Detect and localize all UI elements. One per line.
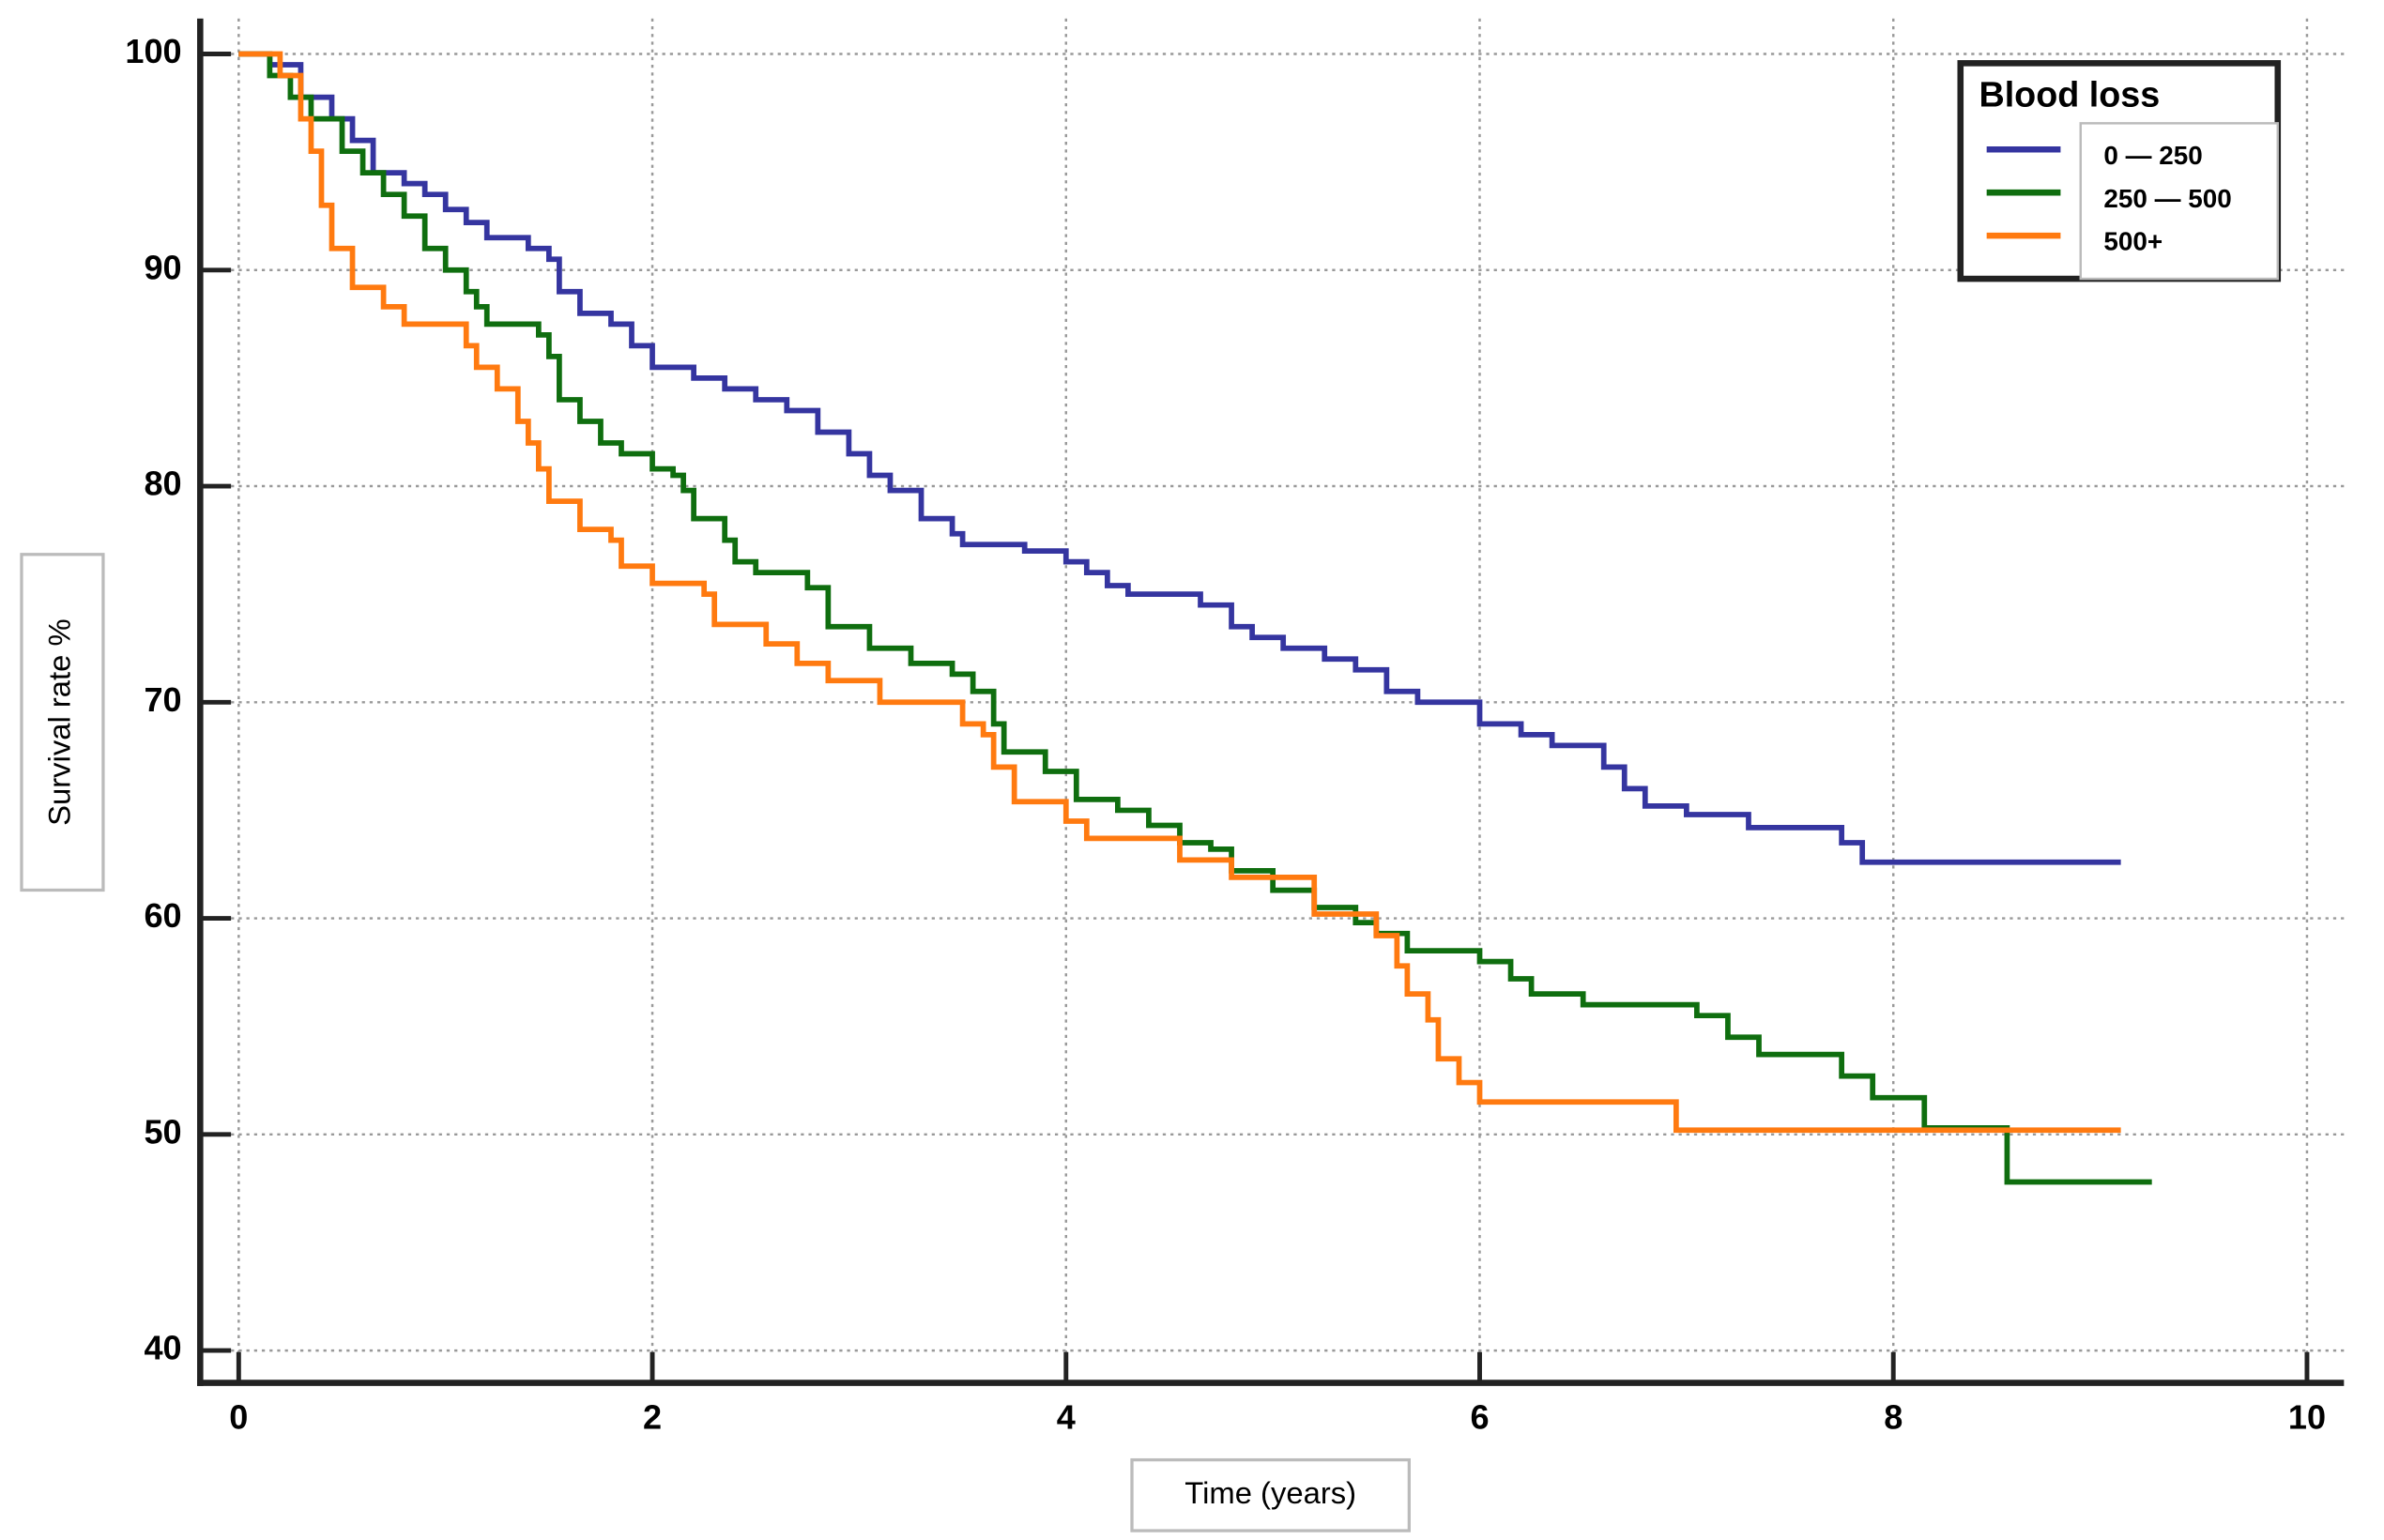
x-tick-label: 4: [1057, 1397, 1076, 1436]
y-tick-label: 100: [125, 32, 181, 70]
survival-line: [238, 51, 2121, 1134]
survival-line: [238, 51, 2152, 1185]
y-label-box: [20, 553, 105, 892]
x-tick-label: 6: [1470, 1397, 1489, 1436]
plot-area: [200, 18, 2345, 1383]
y-tick-label: 60: [144, 896, 181, 935]
y-tick-label: 70: [144, 680, 181, 719]
legend: Blood loss: [1957, 60, 2282, 282]
x-tick-label: 10: [2288, 1397, 2326, 1436]
legend-label: 500+: [2103, 227, 2162, 256]
legend-inner-box: [2079, 122, 2280, 281]
y-tick-label: 40: [144, 1329, 181, 1367]
x-tick-label: 2: [643, 1397, 662, 1436]
survival-line: [238, 51, 2121, 865]
legend-label: 250 — 500: [2103, 184, 2231, 213]
x-axis-label: Time (years): [1184, 1475, 1356, 1510]
x-tick-label: 8: [1884, 1397, 1903, 1436]
y-tick-label: 90: [144, 248, 181, 286]
x-tick-label: 0: [229, 1397, 248, 1436]
legend-label: 0 — 250: [2103, 141, 2202, 170]
y-tick-label: 80: [144, 465, 181, 503]
y-tick-label: 50: [144, 1112, 181, 1151]
legend-title: Blood loss: [1979, 74, 2160, 114]
y-axis-label: Survival rate %: [41, 618, 76, 826]
x-label-box: [1130, 1457, 1411, 1532]
